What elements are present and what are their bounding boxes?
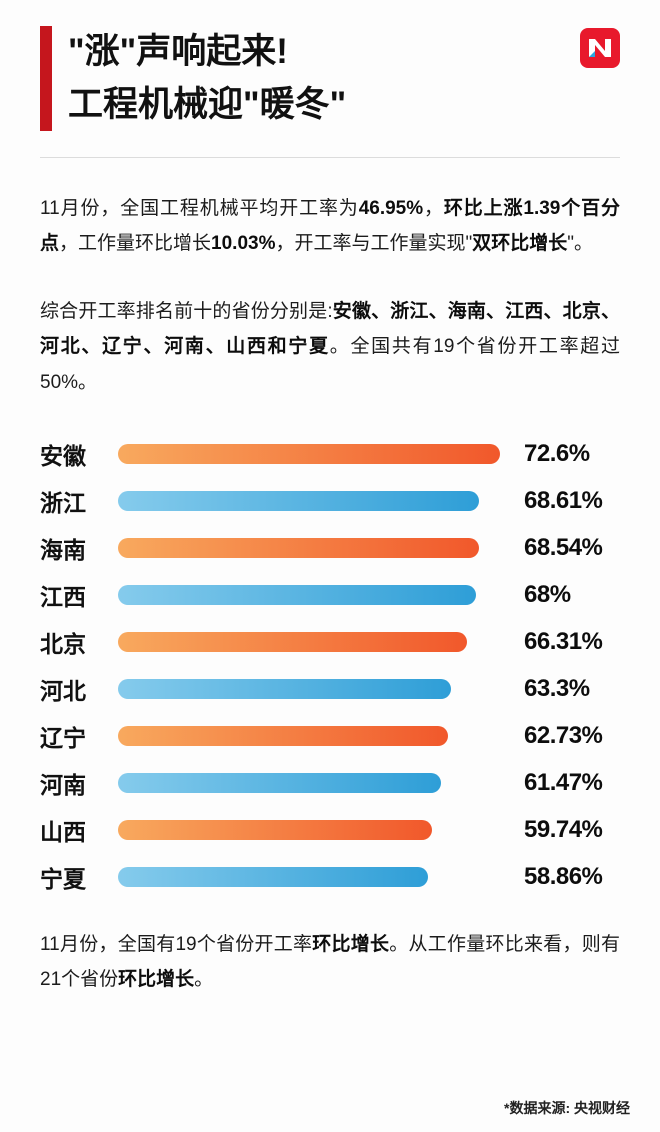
bold-text: 10.03%	[211, 233, 276, 255]
value-label: 58.86%	[524, 862, 603, 890]
title-block: "涨"声响起来! 工程机械迎"暖冬"	[40, 26, 346, 131]
body-text: 。	[194, 968, 214, 990]
body-text: 。从工作量环比来看，则有21个省份	[40, 933, 620, 990]
data-source: *数据来源: 央视财经	[504, 1100, 630, 1116]
title-line-1: "涨"声响起来!	[68, 32, 288, 71]
value-label: 68%	[524, 580, 571, 608]
province-label: 北京	[40, 630, 86, 657]
value-label: 72.6%	[524, 439, 590, 467]
chart-row: 北京 66.31%	[40, 627, 620, 657]
province-label: 安徽	[40, 442, 86, 469]
body-text: 。全国共有19个省份开工率超过50%。	[40, 336, 620, 393]
bar-track	[118, 631, 500, 652]
bar-track	[118, 443, 500, 464]
province-label: 河南	[40, 771, 86, 798]
chart-row: 辽宁 62.73%	[40, 721, 620, 751]
value-label: 59.74%	[524, 815, 603, 843]
chart-row: 河北 63.3%	[40, 674, 620, 704]
value-bar	[118, 678, 452, 699]
chart-row: 海南 68.54%	[40, 533, 620, 563]
value-bar	[118, 772, 442, 793]
logo-blue-accent	[589, 51, 595, 57]
body-text: ，工作量环比增长	[59, 233, 212, 255]
bold-text: 环比增长	[118, 968, 195, 990]
bar-track	[118, 772, 500, 793]
bar-track	[118, 725, 500, 746]
bold-text: 46.95%	[358, 198, 424, 219]
chart-row: 浙江 68.61%	[40, 486, 620, 516]
bold-text: 双环比增长	[472, 233, 568, 255]
body-text: 11月份，全国工程机械平均开工率为	[40, 198, 359, 219]
province-label: 河北	[40, 677, 86, 704]
value-label: 61.47%	[524, 768, 603, 796]
closing-paragraph: 11月份，全国有19个省份开工率环比增长。从工作量环比来看，则有21个省份环比增…	[40, 927, 620, 997]
page-title: "涨"声响起来! 工程机械迎"暖冬"	[68, 26, 346, 131]
cctv-finance-logo-icon	[580, 28, 620, 68]
chart-row: 江西 68%	[40, 580, 620, 610]
value-label: 68.61%	[524, 486, 603, 514]
bar-track	[118, 584, 500, 605]
value-bar	[118, 631, 467, 652]
bold-text: 环比上涨1.39个百分点	[40, 198, 620, 255]
value-bar	[118, 443, 500, 464]
bar-chart: 安徽 72.6% 浙江 68.61% 海南 68.54% 江西 68% 北京 66.31% 河北 63…	[40, 439, 620, 892]
bold-text: 安徽、浙江、海南、江西、北京、河北、辽宁、河南、山西和宁夏	[40, 301, 620, 358]
bold-text: 环比增长	[312, 933, 390, 955]
value-bar	[118, 819, 433, 840]
bar-track	[118, 819, 500, 840]
value-label: 63.3%	[524, 674, 590, 702]
province-label: 辽宁	[40, 724, 86, 751]
chart-row: 安徽 72.6%	[40, 439, 620, 469]
value-label: 62.73%	[524, 721, 603, 749]
body-text: "。	[567, 233, 593, 255]
value-bar	[118, 866, 428, 887]
body-text: 11月份，全国有19个省份开工率	[40, 933, 313, 955]
chart-row: 宁夏 58.86%	[40, 862, 620, 892]
bar-track	[118, 537, 500, 558]
province-label: 山西	[40, 818, 86, 845]
body-text: ，开工率与工作量实现"	[275, 233, 473, 255]
value-bar	[118, 490, 479, 511]
divider	[40, 157, 620, 158]
province-label: 海南	[40, 536, 86, 563]
value-bar	[118, 725, 449, 746]
intro-paragraph: 11月份，全国工程机械平均开工率为46.95%，环比上涨1.39个百分点，工作量…	[40, 191, 620, 261]
value-bar	[118, 584, 476, 605]
bar-track	[118, 678, 500, 699]
title-line-2: 工程机械迎"暖冬"	[68, 84, 347, 124]
body-text: ，	[423, 198, 444, 219]
value-label: 68.54%	[524, 533, 603, 561]
province-label: 浙江	[40, 489, 86, 516]
province-label: 江西	[40, 583, 86, 610]
bar-track	[118, 490, 500, 511]
chart-row: 山西 59.74%	[40, 815, 620, 845]
value-bar	[118, 537, 479, 558]
value-label: 66.31%	[524, 627, 603, 655]
header: "涨"声响起来! 工程机械迎"暖冬"	[40, 26, 620, 131]
body-text: 综合开工率排名前十的省份分别是:	[40, 301, 333, 323]
ranking-paragraph: 综合开工率排名前十的省份分别是:安徽、浙江、海南、江西、北京、河北、辽宁、河南、…	[40, 294, 620, 399]
bar-track	[118, 866, 500, 887]
province-label: 宁夏	[40, 865, 86, 892]
logo-svg	[580, 28, 620, 68]
chart-row: 河南 61.47%	[40, 768, 620, 798]
